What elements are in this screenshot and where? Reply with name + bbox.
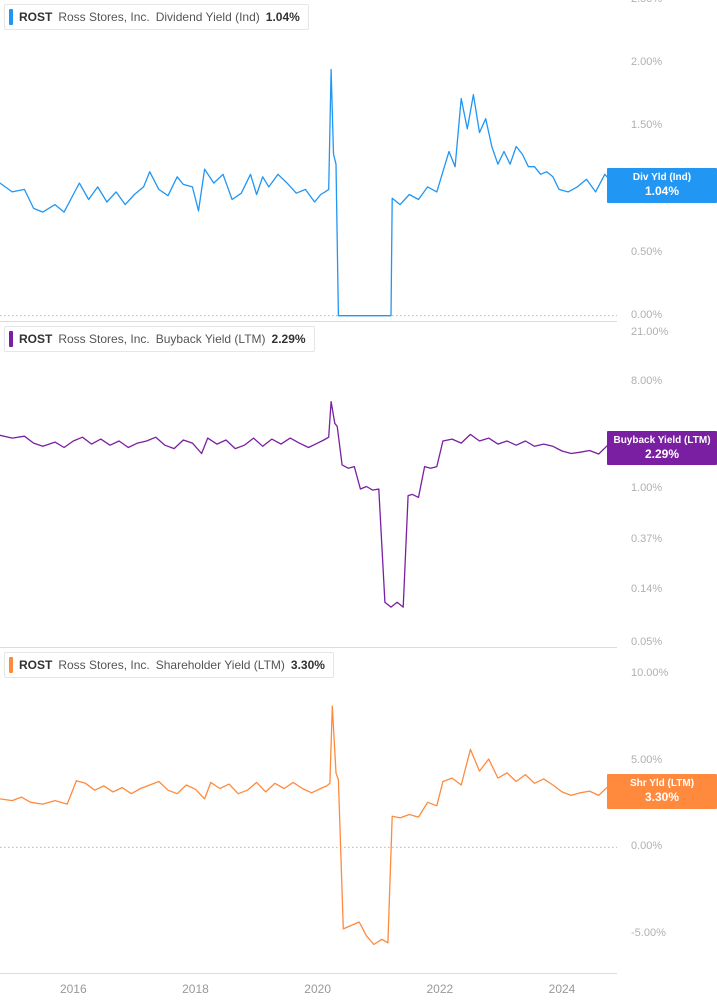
x-tick-label: 2018 — [182, 982, 209, 996]
legend-name: Ross Stores, Inc. — [58, 332, 149, 346]
y-tick-label: -5.00% — [631, 927, 666, 939]
chart-panel-div_yield[interactable]: 0.00%0.50%1.00%1.50%2.00%2.50%Div Yld (I… — [0, 0, 717, 322]
y-tick-label: 8.00% — [631, 375, 662, 387]
legend-metric: Buyback Yield (LTM) — [156, 332, 266, 346]
x-tick-label: 2016 — [60, 982, 87, 996]
y-tick-label: 0.14% — [631, 583, 662, 595]
x-tick-label: 2024 — [549, 982, 576, 996]
legend-value: 2.29% — [272, 332, 306, 346]
legend-metric: Dividend Yield (Ind) — [156, 10, 260, 24]
legend-color-bar — [9, 657, 13, 673]
legend-color-bar — [9, 9, 13, 25]
x-tick-label: 2020 — [304, 982, 331, 996]
panel-divider — [0, 973, 617, 974]
legend-ticker: ROST — [19, 332, 52, 346]
y-axis: 0.05%0.14%0.37%1.00%2.72%8.00%21.00%Buyb… — [619, 322, 717, 648]
legend-metric: Shareholder Yield (LTM) — [156, 658, 285, 672]
chart-panel-buyback_yield[interactable]: 0.05%0.14%0.37%1.00%2.72%8.00%21.00%Buyb… — [0, 322, 717, 648]
value-badge: Buyback Yield (LTM)2.29% — [607, 431, 717, 465]
chart-page: 2016 2018 2020 2022 2024 0.00% 0.50% 1.00% 1.50… — [0, 0, 717, 1005]
legend[interactable]: ROST Ross Stores, Inc. Shareholder Yield (… — [4, 652, 334, 678]
y-tick-label: 21.00% — [631, 326, 668, 338]
value-badge-value: 1.04% — [613, 184, 711, 198]
x-axis: 2016 2018 2020 2022 2024 — [0, 973, 617, 1005]
y-axis: -5.00%0.00%5.00%10.00%Shr Yld (LTM)3.30% — [619, 648, 717, 974]
y-tick-label: 0.50% — [631, 246, 662, 258]
legend-name: Ross Stores, Inc. — [58, 658, 149, 672]
legend-value: 3.30% — [291, 658, 325, 672]
x-tick-label: 2022 — [426, 982, 453, 996]
y-tick-label: 10.00% — [631, 667, 668, 679]
value-badge-value: 3.30% — [613, 790, 711, 804]
value-badge-title: Div Yld (Ind) — [613, 172, 711, 184]
y-tick-label: 0.00% — [631, 309, 662, 321]
legend[interactable]: ROST Ross Stores, Inc. Dividend Yield (Ind… — [4, 4, 309, 30]
legend-ticker: ROST — [19, 10, 52, 24]
y-tick-label: 2.50% — [631, 0, 662, 5]
value-badge: Shr Yld (LTM)3.30% — [607, 774, 717, 808]
legend-ticker: ROST — [19, 658, 52, 672]
value-badge-title: Shr Yld (LTM) — [613, 778, 711, 790]
y-tick-label: 0.37% — [631, 533, 662, 545]
y-tick-label: 5.00% — [631, 754, 662, 766]
series-line — [0, 70, 617, 316]
legend[interactable]: ROST Ross Stores, Inc. Buyback Yield (LTM)… — [4, 326, 315, 352]
value-badge-value: 2.29% — [613, 447, 711, 461]
y-tick-label: 1.00% — [631, 482, 662, 494]
y-tick-label: 0.00% — [631, 840, 662, 852]
y-tick-label: 0.05% — [631, 636, 662, 648]
y-axis: 0.00%0.50%1.00%1.50%2.00%2.50%Div Yld (I… — [619, 0, 717, 322]
y-tick-label: 1.50% — [631, 119, 662, 131]
legend-value: 1.04% — [266, 10, 300, 24]
legend-name: Ross Stores, Inc. — [58, 10, 149, 24]
value-badge: Div Yld (Ind)1.04% — [607, 168, 717, 202]
series-line — [0, 706, 617, 944]
legend-color-bar — [9, 331, 13, 347]
chart-panel-shareholder_yield[interactable]: -5.00%0.00%5.00%10.00%Shr Yld (LTM)3.30%… — [0, 648, 717, 974]
y-tick-label: 2.00% — [631, 56, 662, 68]
series-line — [0, 402, 617, 607]
value-badge-title: Buyback Yield (LTM) — [613, 435, 711, 447]
